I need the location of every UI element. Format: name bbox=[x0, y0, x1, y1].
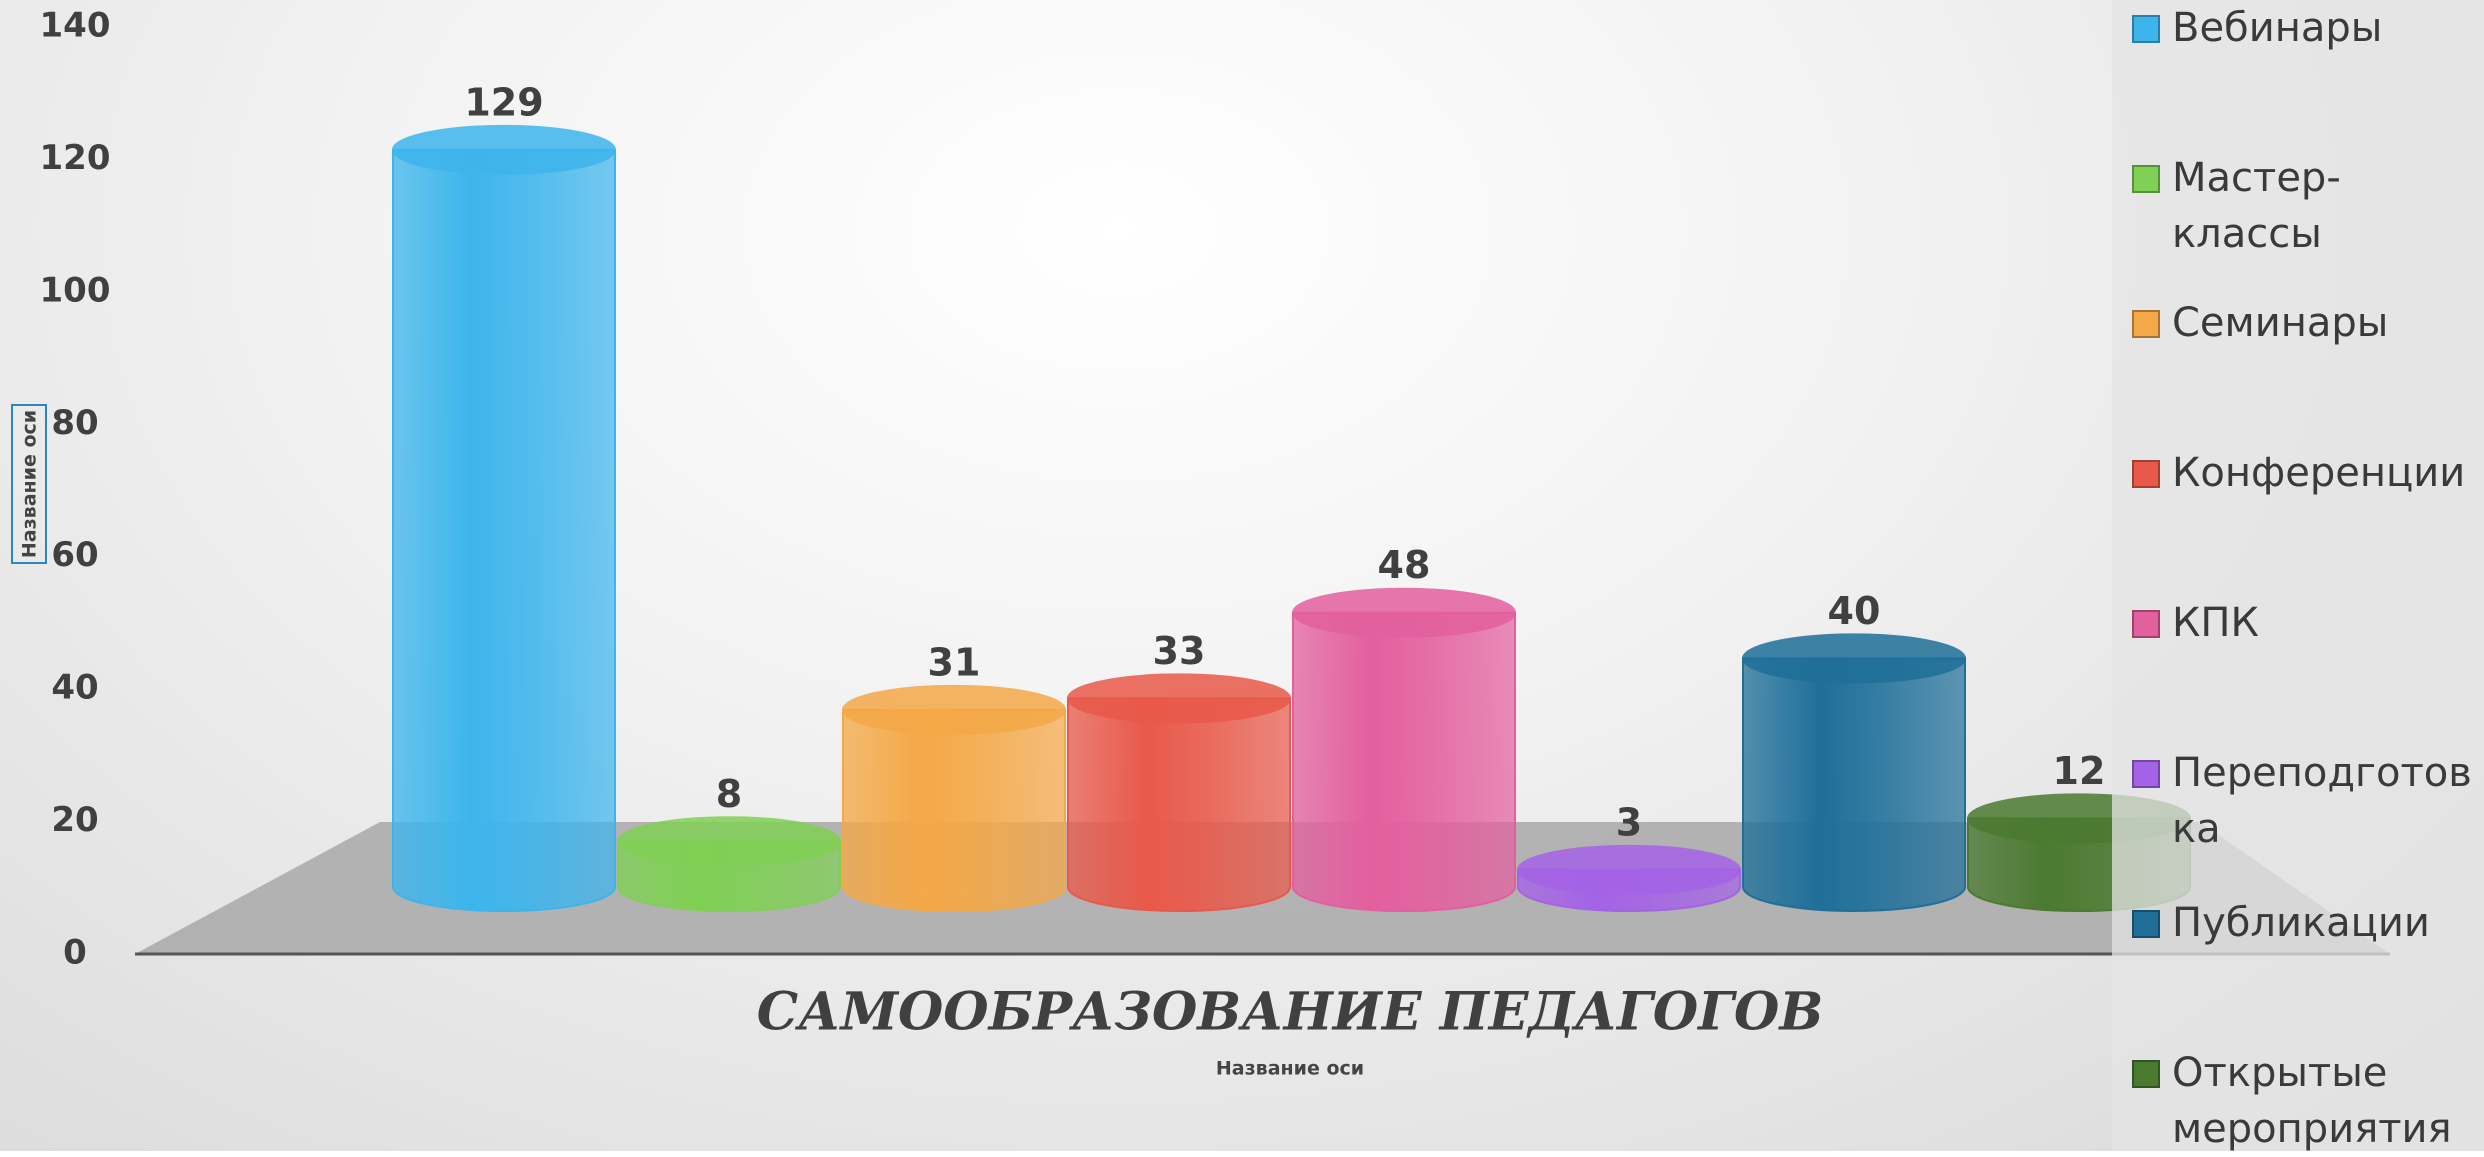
category-label: САМООБРАЗОВАНИЕ ПЕДАГОГОВ bbox=[757, 982, 1824, 1043]
y-tick-label: 120 bbox=[40, 138, 111, 178]
legend-label: Мастер-классы bbox=[2172, 155, 2341, 257]
x-axis-title: Название оси bbox=[1216, 1058, 1364, 1080]
legend-swatch bbox=[2132, 310, 2160, 338]
legend-label: Семинары bbox=[2172, 300, 2389, 346]
data-label: 33 bbox=[1153, 629, 1206, 673]
bar-top bbox=[392, 124, 616, 175]
bar-top bbox=[1067, 673, 1291, 724]
legend-label: Конференции bbox=[2172, 450, 2466, 496]
data-label: 3 bbox=[1616, 800, 1642, 844]
legend-label: Переподготовка bbox=[2172, 750, 2472, 852]
legend-swatch bbox=[2132, 610, 2160, 638]
legend-swatch bbox=[2132, 1060, 2160, 1088]
y-tick-label: 100 bbox=[40, 270, 111, 310]
legend-item: Открытые мероприятия bbox=[2132, 1045, 2472, 1157]
legend-label: КПК bbox=[2172, 600, 2259, 646]
legend-item: Переподготовка bbox=[2132, 745, 2472, 857]
y-tick-label: 40 bbox=[51, 668, 98, 708]
legend-label: Вебинары bbox=[2172, 5, 2383, 51]
bar-top bbox=[1742, 633, 1966, 684]
data-label: 40 bbox=[1828, 589, 1881, 633]
legend-label: Публикации bbox=[2172, 900, 2430, 946]
legend-swatch bbox=[2132, 460, 2160, 488]
y-tick-label: 20 bbox=[51, 800, 98, 840]
y-tick-label: 80 bbox=[51, 403, 98, 443]
data-label: 12 bbox=[2053, 749, 2106, 793]
legend: Вебинары Мастер-классы Семинары Конференции… bbox=[2112, 0, 2484, 1152]
legend-item: Конференции bbox=[2132, 445, 2472, 501]
legend-swatch bbox=[2132, 165, 2160, 193]
legend-swatch bbox=[2132, 760, 2160, 788]
legend-item: Вебинары bbox=[2132, 0, 2472, 56]
legend-item: Семинары bbox=[2132, 295, 2472, 351]
legend-item: Публикации bbox=[2132, 895, 2472, 951]
y-axis-title: Название оси bbox=[19, 410, 41, 558]
bar bbox=[1067, 697, 1291, 912]
legend-item: Мастер-классы bbox=[2132, 150, 2472, 262]
legend-swatch bbox=[2132, 15, 2160, 43]
bar-top bbox=[842, 684, 1066, 735]
data-label: 48 bbox=[1378, 543, 1431, 587]
bar bbox=[842, 708, 1066, 912]
bar-top bbox=[1292, 587, 1516, 638]
y-title-box bbox=[11, 404, 47, 564]
y-tick-label: 60 bbox=[51, 535, 98, 575]
y-tick-label: 0 bbox=[63, 933, 87, 973]
legend-label: Открытые мероприятия bbox=[2172, 1050, 2452, 1152]
bar bbox=[392, 148, 616, 912]
data-label: 129 bbox=[464, 80, 543, 124]
bar-top bbox=[617, 816, 841, 867]
y-tick-label: 140 bbox=[40, 6, 111, 46]
bar bbox=[1742, 657, 1966, 912]
legend-item: КПК bbox=[2132, 595, 2472, 651]
bar bbox=[1292, 611, 1516, 912]
legend-swatch bbox=[2132, 910, 2160, 938]
data-label: 8 bbox=[716, 772, 742, 816]
data-label: 31 bbox=[928, 640, 981, 684]
bar-top bbox=[1517, 844, 1741, 895]
